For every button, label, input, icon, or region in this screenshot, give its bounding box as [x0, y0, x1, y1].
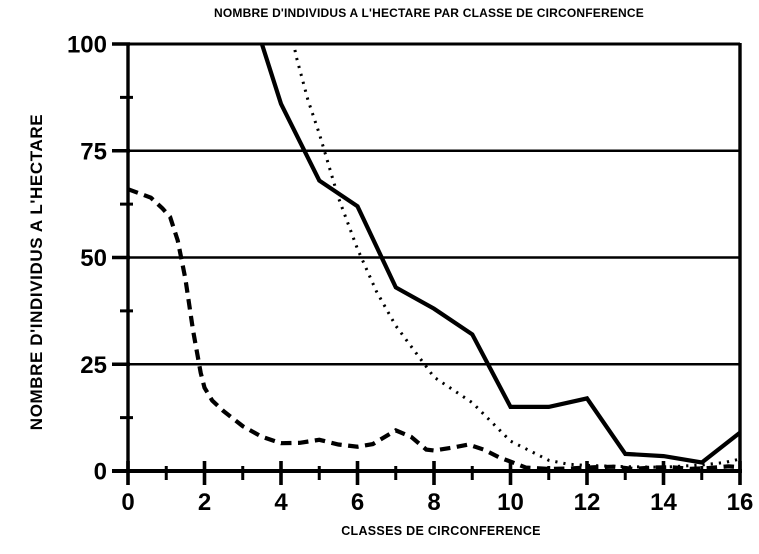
- x-tick-label: 14: [650, 489, 677, 516]
- x-tick-label: 4: [274, 489, 288, 516]
- x-tick-label: 2: [198, 489, 211, 516]
- x-tick-label: 0: [121, 489, 134, 516]
- series-group: [128, 44, 740, 471]
- x-axis-title: CLASSES DE CIRCONFERENCE: [341, 524, 541, 538]
- x-tick-label: 10: [497, 489, 524, 516]
- x-tick-label: 12: [574, 489, 601, 516]
- chart-title: NOMBRE D'INDIVIDUS A L'HECTARE PAR CLASS…: [214, 6, 644, 20]
- y-tick-label: 75: [80, 138, 107, 165]
- y-tick-label: 25: [80, 352, 107, 379]
- x-tick-label: 16: [727, 489, 754, 516]
- y-tick-label: 0: [94, 459, 107, 486]
- series-dotted-line: [292, 44, 740, 469]
- series-dashed-line: [128, 187, 740, 471]
- x-tick-label: 8: [427, 489, 440, 516]
- series-solid-line: [259, 44, 740, 465]
- y-tick-label: 50: [80, 245, 107, 272]
- x-tick-label: 6: [351, 489, 364, 516]
- y-tick-label: 100: [67, 32, 107, 59]
